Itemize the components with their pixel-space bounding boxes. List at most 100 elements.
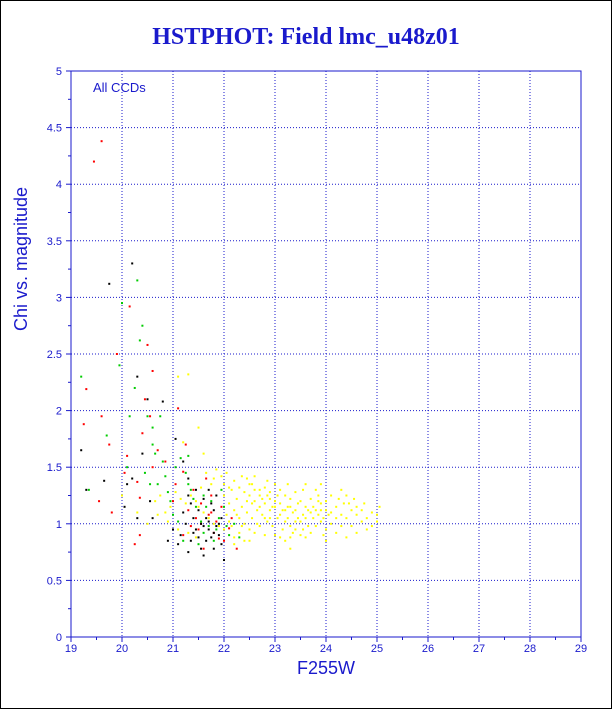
data-point <box>133 386 136 389</box>
data-point <box>194 517 197 520</box>
data-point <box>350 525 353 528</box>
data-point <box>307 525 310 528</box>
data-point <box>154 452 157 455</box>
data-point <box>189 525 192 528</box>
data-point <box>355 513 358 516</box>
data-point <box>322 517 325 520</box>
data-point <box>159 494 162 497</box>
data-point <box>223 494 225 497</box>
data-point <box>128 415 131 418</box>
data-point <box>263 534 266 537</box>
data-point <box>212 531 215 534</box>
data-point <box>220 543 223 546</box>
data-point <box>156 449 159 452</box>
data-point <box>146 398 149 401</box>
data-point <box>200 520 203 523</box>
data-point <box>202 511 205 514</box>
data-point <box>258 488 261 491</box>
data-point <box>312 505 315 508</box>
data-point <box>166 539 169 542</box>
data-point <box>146 415 149 418</box>
tick-marks: 19 20 21 22 23 24 25 26 27 28 29 0 0.5 1 1.5 2 2.5 3 3.5 4 4… <box>47 66 587 655</box>
data-point <box>205 471 208 474</box>
data-point <box>166 520 169 523</box>
x-tick-label: 23 <box>269 643 281 655</box>
data-point <box>103 479 106 482</box>
data-point <box>189 539 192 542</box>
y-tick-label: 0 <box>56 632 62 644</box>
data-point <box>314 509 317 512</box>
data-point <box>235 547 238 550</box>
data-point <box>108 443 111 446</box>
data-point <box>110 511 113 514</box>
data-point <box>340 525 343 528</box>
data-points <box>80 140 381 562</box>
x-axis-label: F255W <box>297 658 355 678</box>
y-tick-label: 0.5 <box>47 575 62 587</box>
data-point <box>291 511 294 514</box>
data-point <box>271 505 274 508</box>
data-point <box>263 502 266 505</box>
data-point <box>240 525 243 528</box>
data-point <box>284 539 287 542</box>
data-point <box>233 543 236 546</box>
data-point <box>161 400 164 403</box>
data-point <box>159 415 162 418</box>
data-point <box>355 531 358 534</box>
data-point <box>238 536 241 539</box>
data-point <box>353 497 356 500</box>
data-point <box>302 513 305 516</box>
data-point <box>123 505 126 508</box>
data-point <box>205 539 208 542</box>
data-point <box>87 488 90 491</box>
data-point <box>194 528 197 531</box>
data-point <box>261 497 264 500</box>
data-point <box>141 432 144 435</box>
x-tick-label: 29 <box>575 643 587 655</box>
data-point <box>217 525 220 528</box>
data-point <box>85 388 88 391</box>
data-point <box>279 513 282 516</box>
x-tick-label: 27 <box>473 643 485 655</box>
data-point <box>245 477 248 480</box>
data-point <box>194 488 197 491</box>
y-tick-label: 4 <box>56 179 62 191</box>
data-point <box>189 502 192 505</box>
data-point <box>284 520 287 523</box>
data-point <box>319 520 322 523</box>
data-point <box>342 502 345 505</box>
data-point <box>149 483 152 486</box>
data-point <box>182 441 185 444</box>
data-point <box>309 511 312 514</box>
data-point <box>266 479 269 482</box>
data-point <box>202 497 205 500</box>
data-point <box>172 513 174 516</box>
data-point <box>279 536 282 539</box>
data-point <box>100 415 103 418</box>
data-point <box>182 511 185 514</box>
data-point <box>230 517 233 520</box>
data-point <box>121 494 123 497</box>
data-point <box>174 491 177 494</box>
data-point <box>220 517 223 520</box>
data-point <box>207 488 210 491</box>
data-point <box>187 373 190 376</box>
data-point <box>223 539 225 542</box>
data-point <box>281 528 284 531</box>
data-point <box>149 415 152 418</box>
data-point <box>149 500 152 503</box>
data-point <box>347 502 350 505</box>
data-point <box>202 554 205 557</box>
data-point <box>274 505 276 508</box>
data-point <box>325 509 327 512</box>
data-point <box>136 511 139 514</box>
data-point <box>286 505 289 508</box>
y-tick-label: 4.5 <box>47 123 62 135</box>
data-point <box>161 460 164 463</box>
data-point <box>294 491 297 494</box>
data-point <box>294 509 297 512</box>
data-point <box>258 505 261 508</box>
data-point <box>197 536 200 539</box>
data-point <box>194 500 197 503</box>
data-point <box>225 471 228 474</box>
